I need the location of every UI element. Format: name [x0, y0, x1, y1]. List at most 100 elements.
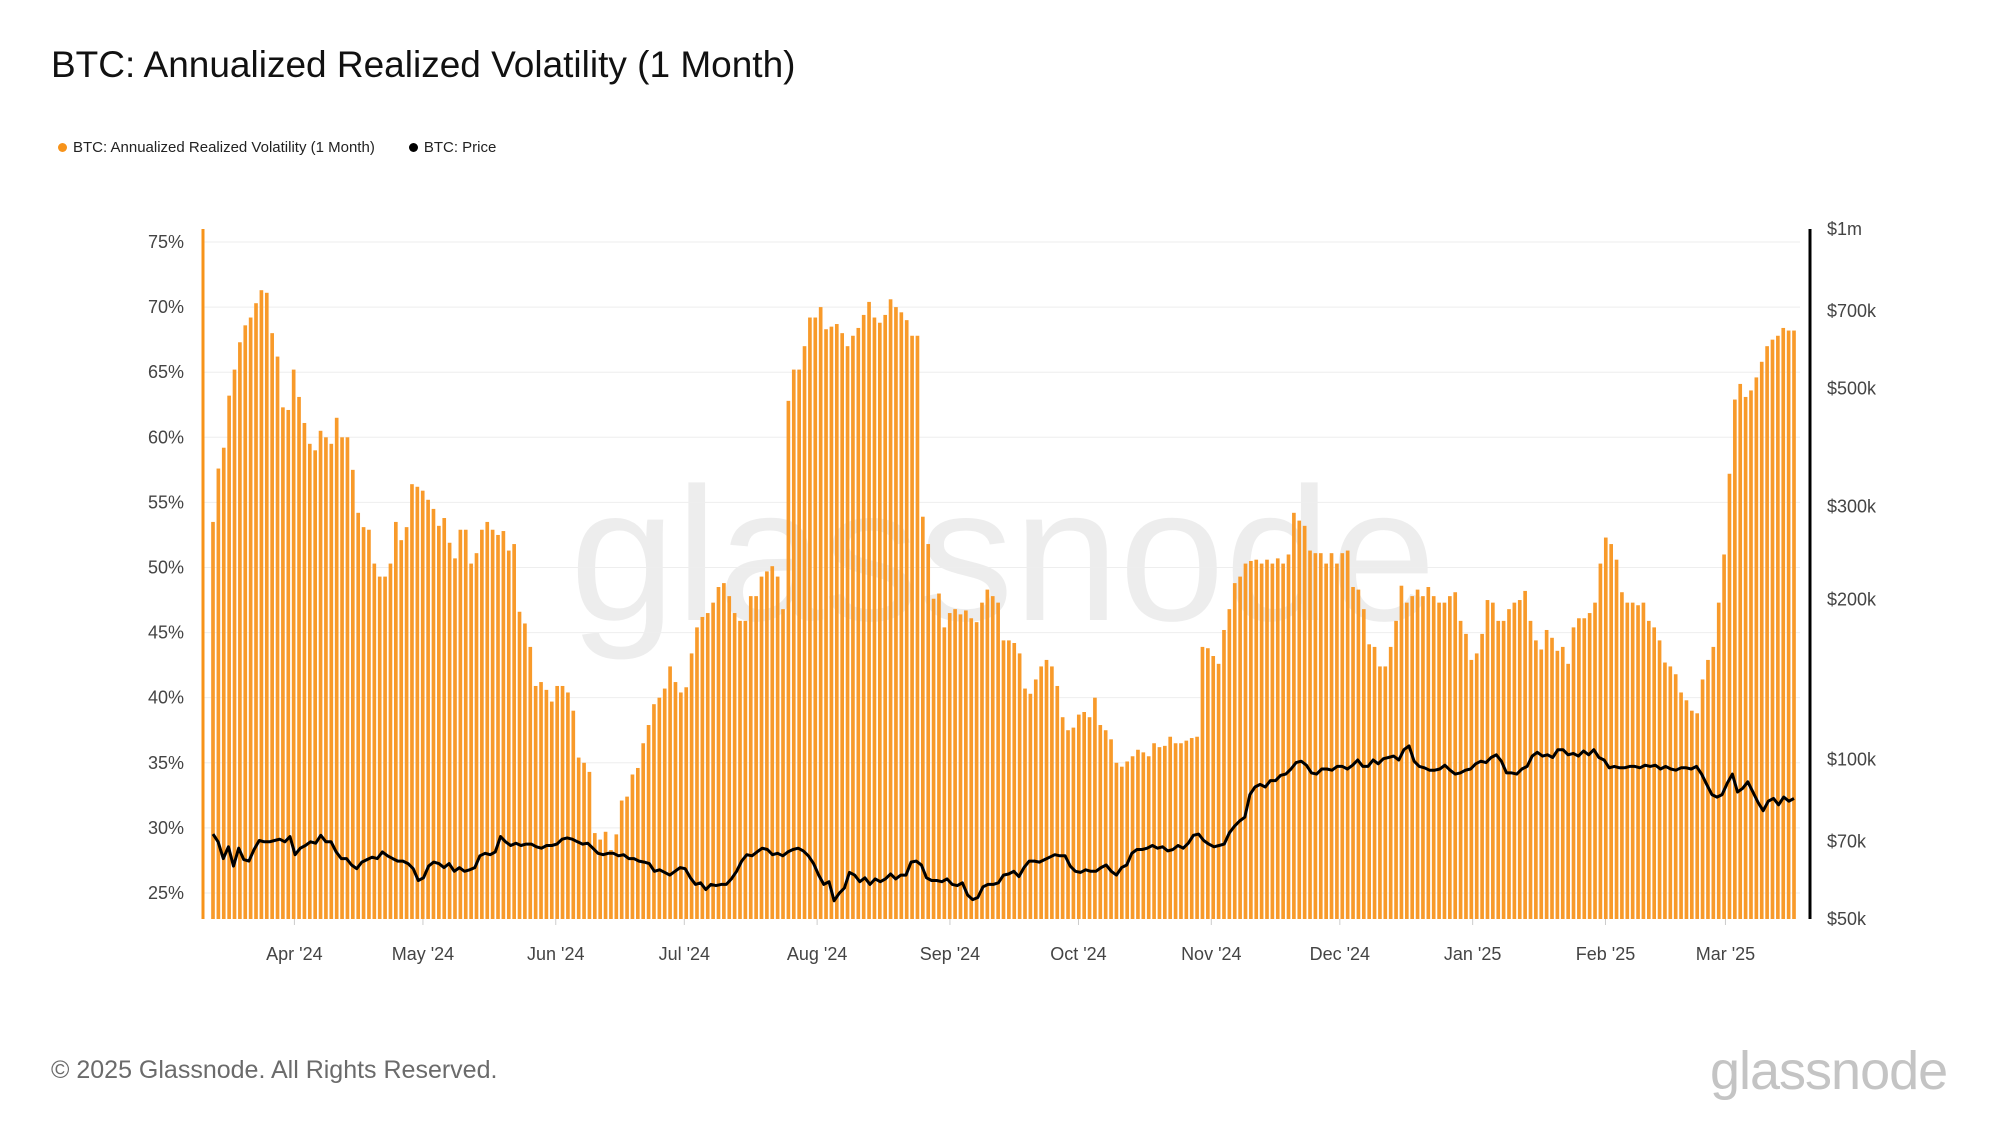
volatility-bar	[1050, 666, 1054, 919]
volatility-bar	[1286, 554, 1291, 919]
volatility-bar	[1695, 713, 1700, 919]
volatility-bar	[426, 499, 430, 919]
volatility-bar	[964, 610, 968, 919]
volatility-bar	[227, 395, 231, 920]
volatility-bar	[1394, 620, 1398, 919]
volatility-bar	[523, 623, 527, 919]
legend-label: BTC: Annualized Realized Volatility (1 M…	[73, 139, 375, 156]
volatility-bar	[1066, 730, 1070, 919]
y-left-tick-label: 55%	[148, 492, 184, 512]
volatility-bar	[851, 335, 855, 919]
legend-dot-icon	[408, 143, 418, 152]
volatility-bar	[1577, 618, 1581, 919]
volatility-bar	[485, 521, 490, 919]
volatility-bar	[598, 839, 603, 919]
volatility-bar	[544, 689, 549, 919]
volatility-bar	[211, 521, 215, 919]
volatility-bar	[1152, 743, 1156, 919]
volatility-bar	[1136, 749, 1140, 919]
volatility-bar	[566, 692, 570, 919]
legend: BTC: Annualized Realized Volatility (1 M…	[58, 139, 496, 156]
volatility-bar	[1017, 653, 1022, 919]
volatility-bar	[716, 587, 721, 919]
y-left-tick-label: 50%	[148, 557, 184, 577]
volatility-bar	[1071, 727, 1076, 919]
volatility-bar	[571, 710, 576, 919]
volatility-bar	[1189, 738, 1194, 919]
volatility-bar	[953, 609, 957, 919]
volatility-bar	[259, 290, 264, 919]
volatility-bar	[1367, 644, 1372, 919]
volatility-bar	[394, 521, 398, 919]
volatility-bar	[1620, 592, 1624, 919]
x-tick-label: Aug '24	[787, 944, 848, 964]
legend-item-price[interactable]: BTC: Price	[408, 139, 496, 156]
volatility-bar	[560, 685, 565, 919]
volatility-bar	[1711, 646, 1716, 919]
volatility-bar	[931, 598, 936, 919]
volatility-bar	[1318, 553, 1323, 919]
volatility-bar	[910, 335, 914, 919]
chart-title: BTC: Annualized Realized Volatility (1 M…	[51, 44, 796, 85]
volatility-bar	[1614, 559, 1619, 919]
volatility-bar	[802, 346, 807, 919]
volatility-bar	[915, 335, 920, 919]
volatility-bar	[1641, 602, 1646, 919]
volatility-bar	[480, 529, 484, 919]
volatility-bar	[367, 529, 371, 919]
volatility-bar	[705, 613, 710, 919]
volatility-bar	[856, 327, 861, 920]
volatility-bar	[775, 576, 780, 919]
volatility-bar	[1114, 762, 1119, 919]
volatility-bar	[1324, 563, 1328, 919]
volatility-bar	[1587, 613, 1592, 919]
volatility-bar	[254, 303, 258, 920]
volatility-bar	[1383, 666, 1388, 919]
y-left-tick-label: 45%	[148, 623, 184, 643]
volatility-bar	[695, 627, 699, 919]
volatility-bar	[372, 563, 377, 919]
volatility-bar	[1598, 563, 1603, 919]
x-tick-label: Feb '25	[1576, 944, 1635, 964]
volatility-bar	[1345, 550, 1350, 919]
volatility-bar	[1232, 583, 1237, 919]
volatility-bar	[1211, 656, 1216, 919]
volatility-bar	[1098, 725, 1103, 919]
volatility-bar	[770, 566, 775, 919]
volatility-bar	[641, 743, 646, 919]
volatility-bar	[974, 622, 979, 919]
volatility-bar	[1329, 553, 1334, 919]
volatility-bar	[1727, 473, 1732, 919]
volatility-bar	[1593, 602, 1597, 919]
volatility-bar	[1044, 659, 1049, 919]
volatility-bar	[722, 583, 726, 919]
volatility-bar	[1082, 712, 1086, 919]
legend-item-volatility[interactable]: BTC: Annualized Realized Volatility (1 M…	[58, 139, 375, 156]
volatility-bar	[840, 333, 845, 919]
volatility-bar	[727, 596, 732, 919]
price-line	[211, 744, 1795, 903]
volatility-bar	[1474, 653, 1479, 919]
volatility-bar	[1464, 633, 1468, 919]
volatility-bar	[754, 596, 758, 919]
y-left-tick-label: 25%	[148, 883, 184, 903]
volatility-bar	[216, 468, 221, 919]
volatility-bar	[732, 613, 737, 919]
volatility-bar	[1060, 717, 1065, 919]
volatility-bar	[883, 314, 888, 919]
volatility-bar	[1603, 537, 1608, 919]
volatility-bar	[582, 762, 586, 919]
y-left-tick-label: 65%	[148, 362, 184, 382]
volatility-bar	[899, 312, 904, 919]
volatility-bar	[1292, 512, 1296, 919]
volatility-bar	[1093, 697, 1097, 919]
volatility-bar	[1743, 396, 1748, 920]
volatility-bar	[1200, 646, 1205, 919]
volatility-bar	[1480, 633, 1484, 919]
volatility-bar	[1372, 646, 1377, 919]
volatility-bar	[1625, 602, 1630, 919]
volatility-bar	[1437, 602, 1441, 919]
volatility-bar	[1388, 646, 1393, 919]
volatility-bar	[415, 486, 420, 919]
volatility-bar	[1130, 756, 1135, 919]
